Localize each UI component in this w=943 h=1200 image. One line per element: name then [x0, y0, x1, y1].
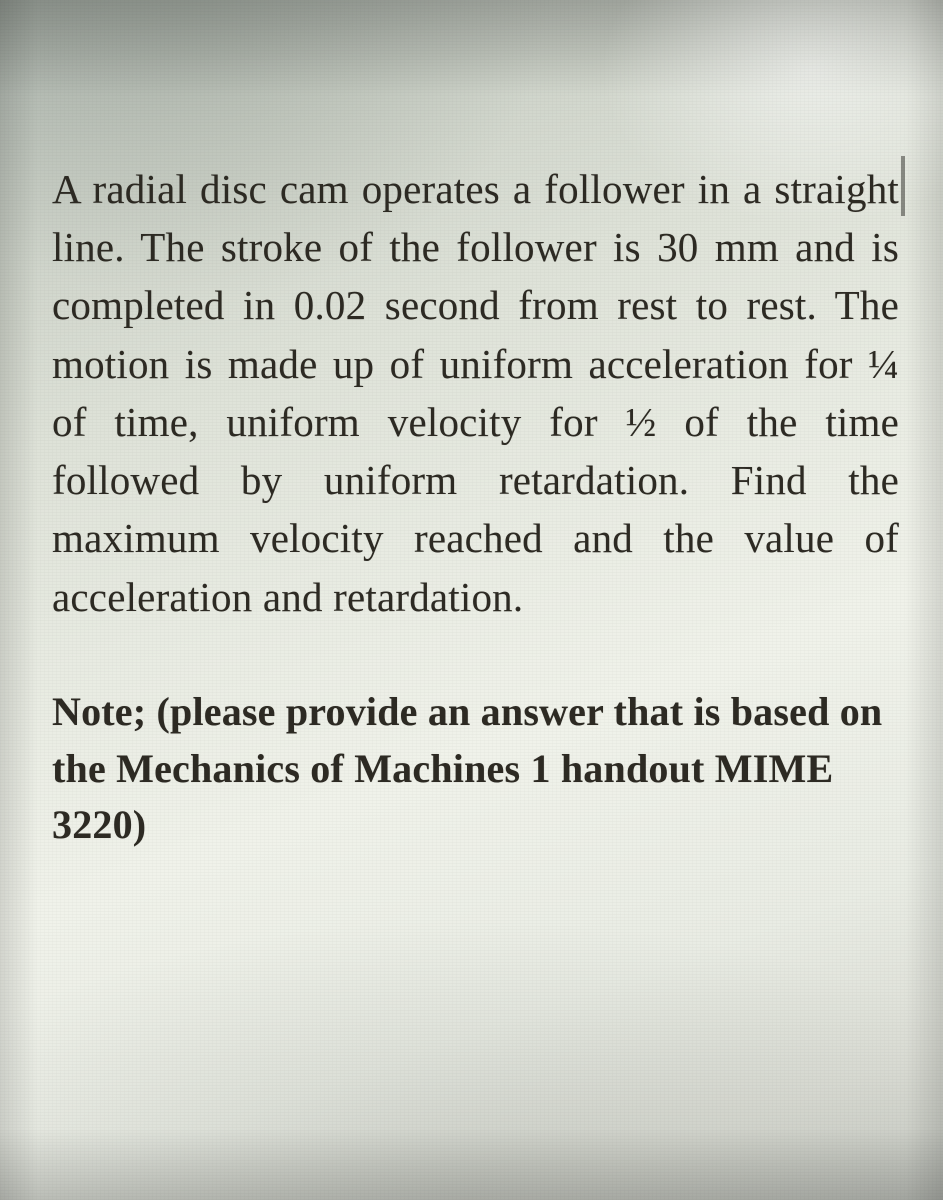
- page-content: A radial disc cam operates a follower in…: [0, 0, 943, 854]
- note-paragraph: Note; (please provide an answer that is …: [52, 684, 899, 854]
- problem-paragraph: A radial disc cam operates a follower in…: [52, 160, 899, 626]
- text-cursor-bar: [901, 156, 905, 216]
